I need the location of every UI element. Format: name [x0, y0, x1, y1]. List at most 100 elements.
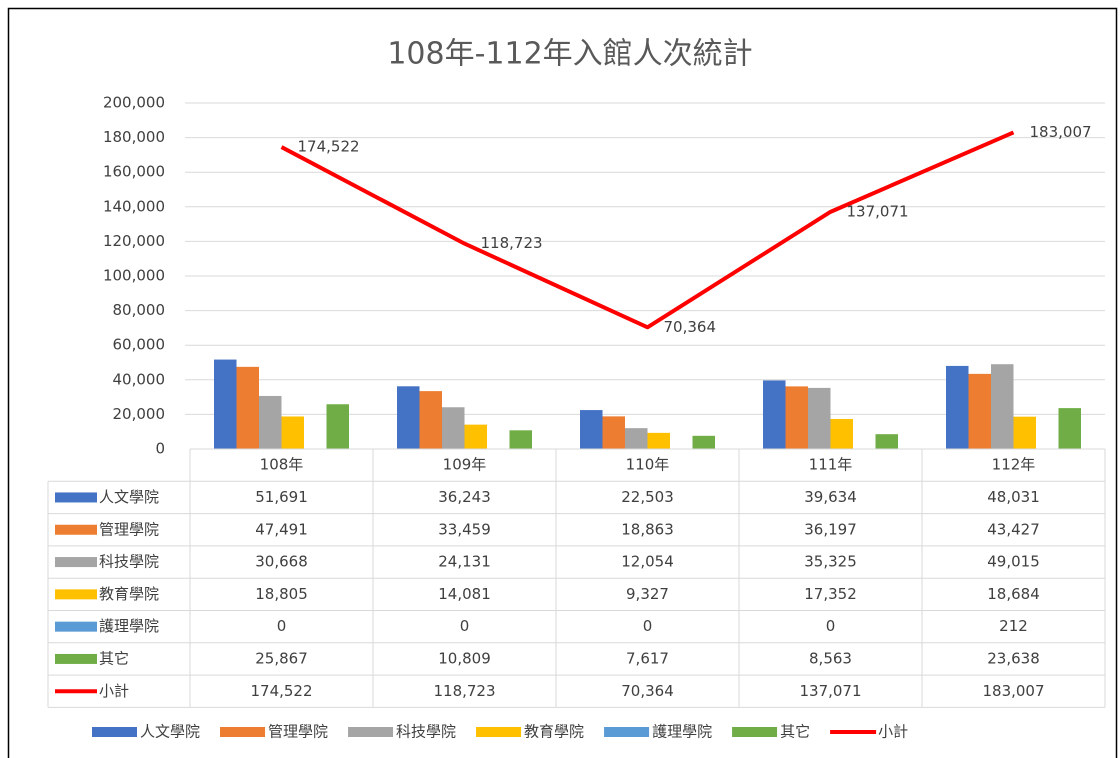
y-tick-label: 140,000 [103, 197, 165, 215]
bar [236, 366, 259, 449]
table-series-name: 管理學院 [99, 520, 159, 538]
table-cell: 9,327 [626, 585, 669, 603]
table-cell: 25,867 [255, 649, 308, 667]
table-cell: 183,007 [982, 682, 1044, 700]
table-cell: 23,638 [987, 649, 1040, 667]
table-cell: 30,668 [255, 553, 308, 571]
bar [830, 418, 853, 449]
y-tick-label: 100,000 [103, 267, 165, 285]
table-cell: 0 [643, 617, 653, 635]
bar [442, 407, 465, 449]
table-legend-key [55, 492, 97, 503]
legend-key [476, 727, 522, 737]
data-label: 137,071 [847, 202, 909, 220]
legend-label: 人文學院 [140, 723, 200, 741]
table-legend-key [55, 524, 97, 535]
bar [808, 387, 831, 449]
bar [1058, 408, 1081, 449]
table-cell: 212 [999, 617, 1028, 635]
bar [397, 386, 420, 449]
x-tick-label: 111年 [809, 456, 853, 474]
bar [419, 391, 442, 449]
legend-label: 管理學院 [268, 723, 328, 741]
table-legend-key [55, 621, 97, 632]
bar [968, 373, 991, 449]
x-tick-label: 109年 [443, 456, 487, 474]
bar [763, 380, 786, 449]
table-series-name: 科技學院 [99, 553, 159, 571]
bar [214, 359, 237, 449]
data-label: 118,723 [481, 234, 543, 252]
table-cell: 36,197 [804, 520, 857, 538]
data-label: 70,364 [664, 318, 717, 336]
table-cell: 33,459 [438, 520, 491, 538]
legend-key [92, 727, 137, 737]
table-legend-key [55, 557, 97, 568]
table-cell: 39,634 [804, 488, 857, 506]
table-cell: 7,617 [626, 649, 669, 667]
bar [326, 404, 349, 449]
table-cell: 18,863 [621, 520, 674, 538]
bar [259, 395, 282, 449]
table-series-name: 護理學院 [99, 617, 159, 635]
legend-key [348, 727, 394, 737]
table-legend-key [55, 589, 97, 600]
bar [602, 416, 625, 449]
legend-key [220, 727, 266, 737]
bar [464, 424, 487, 449]
table-cell: 0 [277, 617, 287, 635]
bar [946, 365, 969, 449]
bar [991, 364, 1014, 449]
table-cell: 8,563 [809, 649, 852, 667]
table-cell: 51,691 [255, 488, 308, 506]
table-cell: 14,081 [438, 585, 491, 603]
table-series-name: 人文學院 [99, 488, 159, 506]
y-tick-label: 160,000 [103, 163, 165, 181]
legend-label: 其它 [780, 723, 810, 741]
y-tick-label: 120,000 [103, 232, 165, 250]
data-label: 183,007 [1030, 123, 1092, 141]
x-tick-label: 108年 [260, 456, 304, 474]
table-series-name: 其它 [99, 649, 129, 667]
table-cell: 43,427 [987, 520, 1040, 538]
legend-key [604, 727, 650, 737]
bar [785, 386, 808, 449]
x-tick-label: 110年 [626, 456, 670, 474]
table-cell: 49,015 [987, 553, 1040, 571]
line [280, 130, 1015, 330]
bar [875, 434, 898, 449]
table-cell: 18,684 [987, 585, 1040, 603]
legend-label: 護理學院 [652, 723, 712, 741]
bar [647, 432, 670, 449]
bar [509, 430, 532, 449]
table-legend-key [55, 653, 97, 664]
table-cell: 36,243 [438, 488, 491, 506]
y-tick-label: 60,000 [113, 336, 166, 354]
table-cell: 70,364 [621, 682, 674, 700]
table-cell: 10,809 [438, 649, 491, 667]
bar [692, 435, 715, 449]
table-cell: 137,071 [799, 682, 861, 700]
y-tick-label: 40,000 [113, 370, 166, 388]
legend-label: 科技學院 [396, 723, 456, 741]
x-tick-label: 112年 [992, 456, 1036, 474]
y-tick-label: 200,000 [103, 94, 165, 112]
table-series-name: 小計 [99, 682, 129, 700]
table-cell: 17,352 [804, 585, 857, 603]
bar [580, 410, 603, 449]
chart-title: 108年-112年入館人次統計 [387, 37, 752, 72]
y-tick-label: 20,000 [113, 405, 166, 423]
data-label: 174,522 [298, 138, 360, 156]
bar [1013, 416, 1036, 449]
table-cell: 48,031 [987, 488, 1040, 506]
chart-border [7, 7, 1118, 758]
y-tick-label: 80,000 [113, 301, 166, 319]
table-cell: 47,491 [255, 520, 308, 538]
y-tick-label: 0 [155, 440, 165, 458]
table-cell: 174,522 [250, 682, 312, 700]
table-cell: 12,054 [621, 553, 674, 571]
table-cell: 24,131 [438, 553, 491, 571]
table-series-name: 教育學院 [99, 585, 159, 603]
